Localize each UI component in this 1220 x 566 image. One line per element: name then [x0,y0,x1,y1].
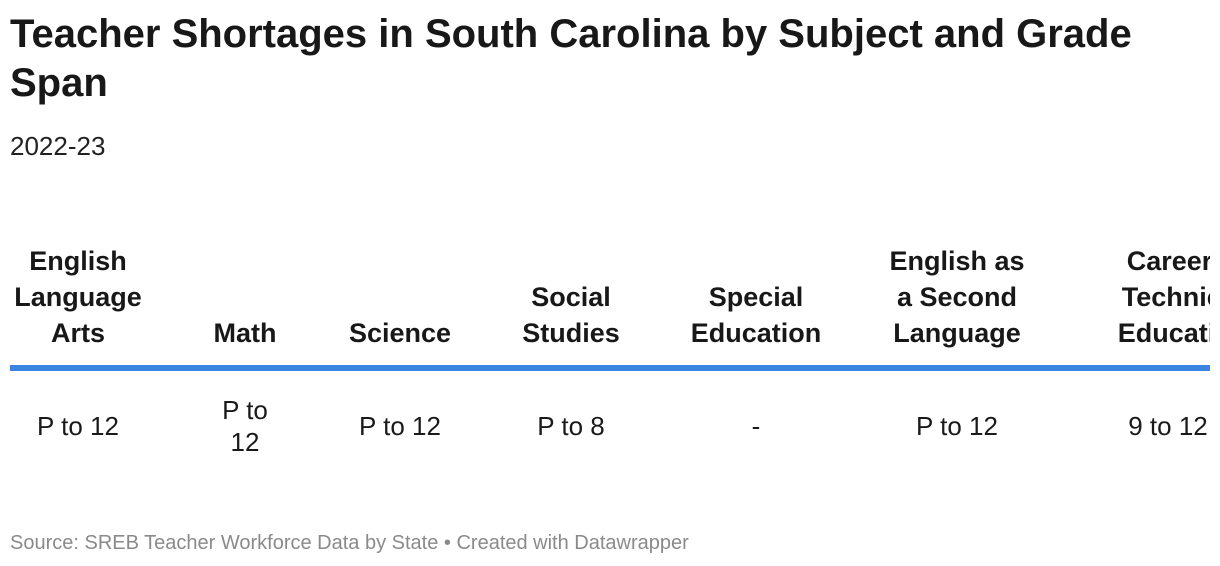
column-header-math: Math [213,318,277,348]
table-cell: P to 12 [222,395,268,457]
table-cell: P to 8 [537,411,605,441]
source-note: Source: SREB Teacher Workforce Data by S… [10,532,689,554]
column-header-social-studies: Social Studies [522,282,620,348]
column-header-english-as-a-second-language: English as a Second Language [889,246,1025,348]
column-header-science: Science [348,318,452,348]
table-row: P to 12 P to 12 P to 12 P to 8 - P to 12… [10,371,1210,481]
table-cell: P to 12 [916,411,998,441]
column-header-english-language-arts: English Language Arts [14,246,142,348]
column-header-special-education: Special Education [690,282,822,348]
header-divider [10,365,1210,371]
column-header-career-technical-education: Career & Technical Education [1117,246,1210,348]
table-cell: P to 12 [359,411,441,441]
table-cell: 9 to 12 [1128,411,1208,441]
table-cell: P to 12 [37,411,119,441]
shortage-table: English Language Arts Math Science Socia… [10,215,1210,481]
table-header-row: English Language Arts Math Science Socia… [10,215,1210,365]
table-cell: - [751,411,761,441]
chart-subtitle: 2022-23 [10,131,106,161]
chart-title: Teacher Shortages in South Carolina by S… [10,12,1132,105]
